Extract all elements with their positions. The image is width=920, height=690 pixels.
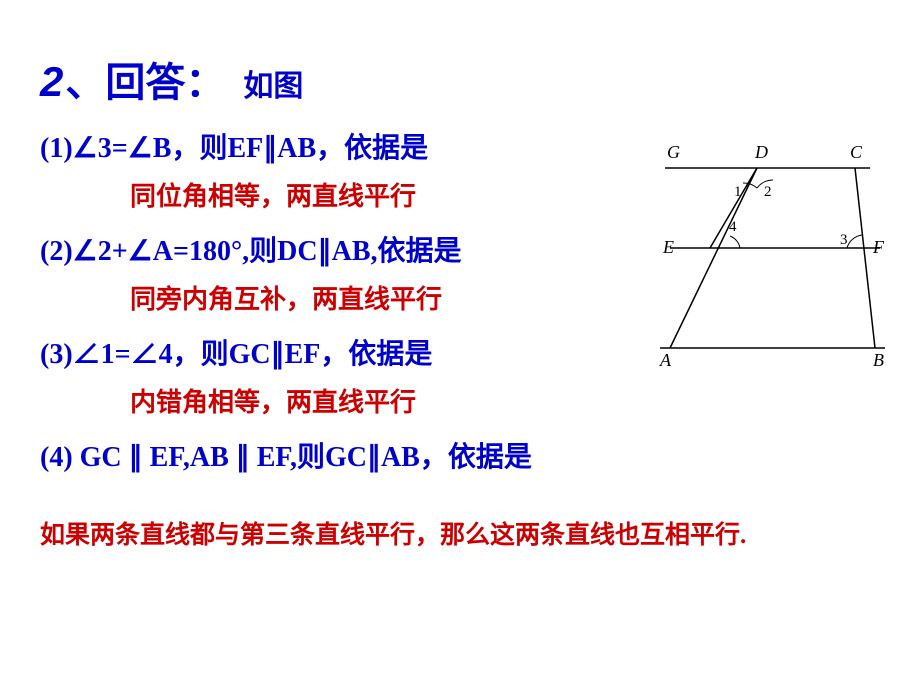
title-row: 2 、回答： 如图 <box>40 50 890 108</box>
label-e: E <box>662 237 674 257</box>
label-angle-1: 1 <box>734 184 742 200</box>
label-c: C <box>850 142 863 162</box>
label-a: A <box>659 350 672 368</box>
geometry-figure: G D C E F A B 1 2 3 4 <box>655 138 890 368</box>
label-angle-4: 4 <box>729 219 737 235</box>
answer-4: 如果两条直线都与第三条直线平行，那么这两条直线也互相平行. <box>40 515 890 551</box>
title-sub: 如图 <box>243 61 303 105</box>
label-d: D <box>754 142 768 162</box>
title-number: 2 <box>40 58 63 106</box>
answer-3: 内错角相等，两直线平行 <box>130 382 890 419</box>
label-angle-3: 3 <box>840 232 848 248</box>
label-angle-2: 2 <box>764 184 772 200</box>
question-4: (4) GC ∥ EF,AB ∥ EF,则GC∥AB，依据是 <box>40 435 890 475</box>
label-g: G <box>667 142 680 162</box>
label-b: B <box>873 350 884 368</box>
title-main: 、回答： <box>65 50 225 108</box>
label-f: F <box>872 237 885 257</box>
